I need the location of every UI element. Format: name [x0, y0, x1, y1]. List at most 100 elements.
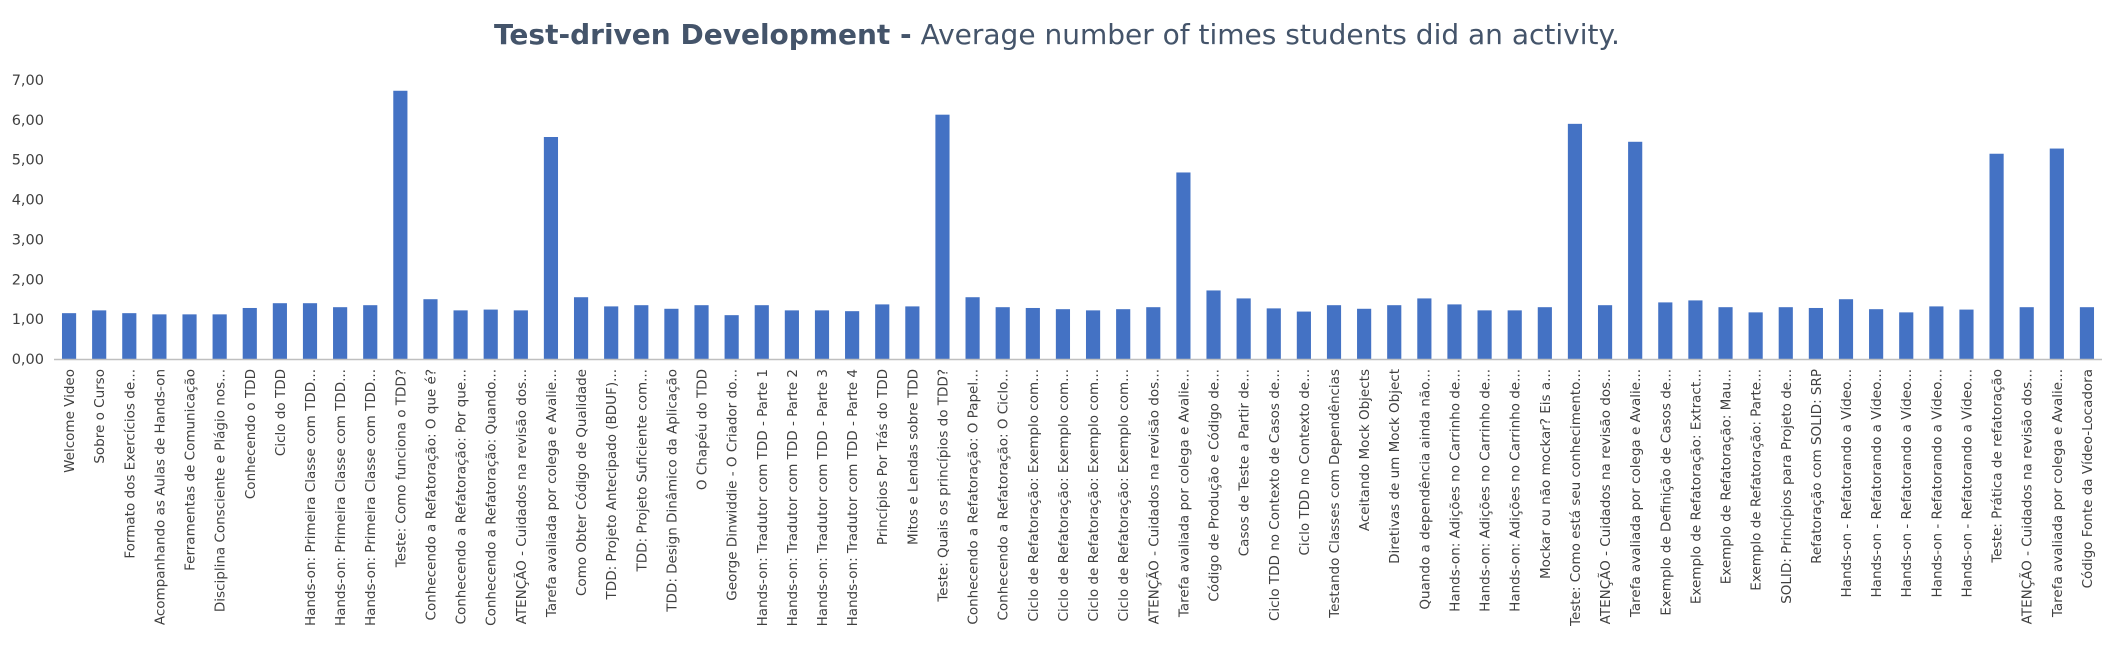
- x-tick-label: Testando Classes com Dependências: [1327, 369, 1343, 619]
- x-tick-label: Exemplo de Refatoração: Parte...: [1749, 369, 1765, 591]
- bar: [513, 310, 528, 359]
- bar: [152, 314, 167, 359]
- x-tick-label: Ferramentas de Comunicação: [183, 369, 199, 571]
- bar: [92, 310, 107, 359]
- bar: [1778, 307, 1793, 359]
- x-tick-label: Exemplo de Definição de Casos de...: [1658, 369, 1674, 616]
- x-tick-label: Hands-on: Tradutor com TDD - Parte 2: [785, 369, 801, 626]
- y-tick-label: 1,00: [12, 312, 44, 328]
- bar: [1567, 123, 1583, 359]
- x-tick-label: Aceitando Mock Objects: [1357, 369, 1373, 531]
- x-tick-label: Hands-on: Adições no Carrinho de...: [1478, 369, 1494, 612]
- x-tick-label: Disciplina Consciente e Plágio nos...: [213, 369, 229, 612]
- x-tick-label: Hands-on: Tradutor com TDD - Parte 3: [815, 369, 831, 626]
- x-tick-label: Tarefa avaliada por colega e Avalie...: [1176, 369, 1192, 618]
- bar: [393, 90, 408, 359]
- x-tick-label: Ciclo de Refatoração: Exemplo com...: [1026, 369, 1042, 621]
- x-tick-label: TDD: Projeto Antecipado (BDUF)...: [604, 369, 620, 600]
- bar: [875, 304, 890, 359]
- x-tick-label: Hands-on - Refatorando a Vídeo...: [1929, 369, 1945, 597]
- bar: [1116, 309, 1131, 359]
- bar: [1176, 172, 1191, 359]
- x-tick-label: O Chapéu do TDD: [695, 369, 711, 490]
- bar: [1025, 307, 1040, 359]
- bar: [1838, 299, 1854, 359]
- bar: [935, 114, 950, 360]
- x-tick-label: Hands-on: Adições no Carrinho de...: [1447, 369, 1463, 612]
- x-tick-label: Refatoração com SOLID: SRP: [1809, 369, 1825, 564]
- bar: [1266, 308, 1281, 359]
- x-tick-label: ATENÇÃO - Cuidados na revisão dos...: [1145, 369, 1162, 624]
- chart-title-bold: Test-driven Development -: [494, 18, 912, 51]
- bar: [122, 313, 137, 359]
- bar: [1537, 307, 1552, 359]
- y-tick-label: 4,00: [12, 193, 44, 209]
- bar: [2079, 307, 2095, 359]
- x-tick-label: Código de Produção e Código de...: [1207, 369, 1223, 602]
- x-tick-label: Conhecendo a Refatoração: O Papel...: [966, 369, 982, 625]
- x-tick-label: TDD: Design Dinâmico da Aplicação: [664, 369, 680, 613]
- x-tick-label: Conhecendo a Refatoração: Quando...: [484, 369, 500, 626]
- x-tick-label: Teste: Como funciona o TDD?: [393, 369, 409, 568]
- x-tick-label: Mitos e Lendas sobre TDD: [905, 369, 921, 545]
- bar: [1055, 309, 1071, 359]
- x-tick-label: Teste: Prática de refatoração: [1990, 369, 2006, 564]
- bar: [302, 303, 318, 359]
- x-tick-label: Hands-on - Refatorando a Vídeo...: [1839, 369, 1855, 597]
- bar: [1658, 302, 1673, 359]
- bar: [1628, 141, 1643, 359]
- bar: [1146, 307, 1161, 359]
- bar: [694, 305, 709, 359]
- x-tick-label: Sobre o Curso: [92, 369, 108, 464]
- x-tick-label: Conhecendo o TDD: [243, 369, 259, 499]
- y-tick-label: 6,00: [12, 113, 44, 129]
- y-tick-label: 5,00: [12, 153, 44, 169]
- bar: [242, 307, 257, 359]
- bar: [1869, 309, 1884, 359]
- x-tick-label: ATENÇÃO - Cuidados na revisão dos...: [1597, 369, 1614, 624]
- x-tick-label: Conhecendo a Refatoração: O Ciclo...: [996, 369, 1012, 621]
- y-tick-label: 0,00: [12, 352, 44, 368]
- x-tick-label: Ciclo de Refatoração: Exemplo com...: [1056, 369, 1072, 621]
- x-tick-label: Hands-on - Refatorando a Vídeo...: [1869, 369, 1885, 597]
- bar: [754, 305, 769, 359]
- bar: [1085, 310, 1101, 359]
- x-tick-label: Hands-on: Tradutor com TDD - Parte 1: [755, 369, 771, 626]
- bar: [724, 315, 739, 359]
- x-tick-label: Tarefa avaliada por colega e Avalie...: [2050, 369, 2066, 618]
- x-tick-label: Ciclo de Refatoração: Exemplo com...: [1116, 369, 1132, 621]
- bar: [543, 137, 559, 359]
- bar: [995, 307, 1010, 359]
- x-tick-label: ATENÇÃO - Cuidados na revisão dos...: [513, 369, 530, 624]
- chart-title-rest: Average number of times students did an …: [912, 18, 1620, 51]
- x-tick-label: Welcome Video: [62, 369, 78, 473]
- x-tick-label: Hands-on - Refatorando a Vídeo...: [1899, 369, 1915, 597]
- bar: [363, 305, 378, 359]
- bar: [483, 309, 498, 359]
- bar: [1899, 312, 1914, 359]
- bar: [333, 307, 348, 359]
- x-tick-label: Ciclo TDD no Contexto de...: [1297, 369, 1313, 556]
- bar: [1808, 307, 1823, 359]
- x-tick-label: Casos de Teste a Partir de...: [1237, 369, 1253, 556]
- bars: [61, 90, 2095, 360]
- x-tick-label: Conhecendo a Refatoração: Por que...: [454, 369, 470, 624]
- x-tick-label: Hands-on: Primeira Classe com TDD...: [363, 369, 379, 626]
- x-tick-label: Mockar ou não mockar? Eis a...: [1538, 369, 1554, 579]
- bar: [1597, 305, 1613, 359]
- x-tick-label: Acompanhando as Aulas de Hands-on: [152, 369, 168, 625]
- bar: [272, 303, 287, 359]
- x-tick-label: Hands-on: Tradutor com TDD - Parte 4: [845, 369, 861, 626]
- bar: [1718, 307, 1733, 359]
- bar: [1688, 300, 1703, 359]
- x-tick-label: Ciclo do TDD: [273, 369, 289, 456]
- x-tick-label: Exemplo de Refatoração: Extract...: [1688, 369, 1704, 604]
- bar: [1236, 298, 1251, 359]
- x-tick-label: Hands-on: Adições no Carrinho de...: [1508, 369, 1524, 612]
- bar: [1989, 153, 2004, 359]
- x-tick-label: Formato dos Exercícios de...: [122, 369, 138, 559]
- bar: [1959, 309, 1974, 359]
- x-tick-label: Conhecendo a Refatoração: O que é?: [423, 369, 439, 620]
